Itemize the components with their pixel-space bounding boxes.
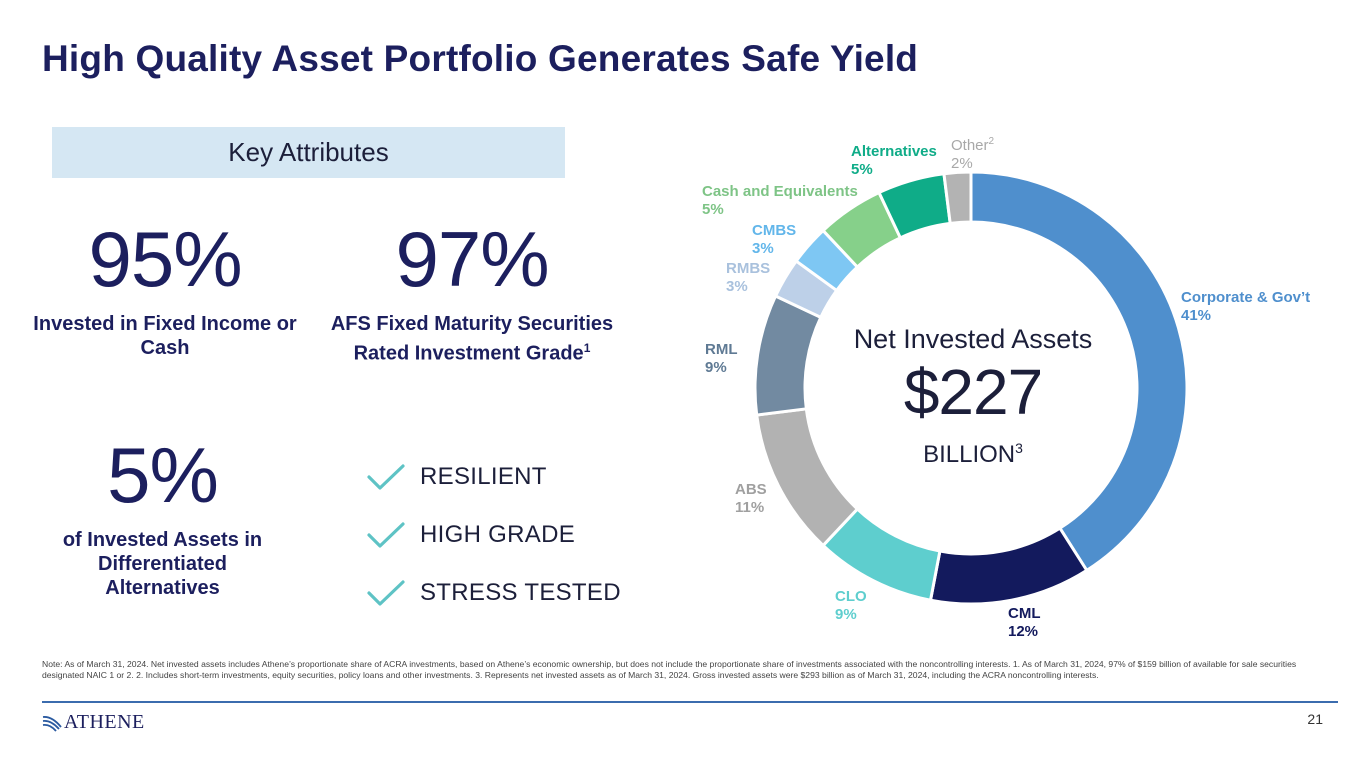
slice-label-percent: 11% (735, 499, 765, 516)
donut-center-label: Net Invested Assets (853, 324, 1093, 354)
slice-cml (928, 526, 1089, 606)
slice-label-percent: 5% (851, 161, 873, 178)
check-label: RESILIENT (420, 463, 547, 490)
slice-label-name: CLO (835, 588, 867, 605)
footnote-marker: 3 (1015, 440, 1023, 456)
stat-value: 95% (88, 215, 242, 303)
check-label: HIGH GRADE (420, 521, 576, 548)
slice-label-percent: 41% (1181, 307, 1212, 324)
page-title: High Quality Asset Portfolio Generates S… (42, 38, 919, 79)
slice-label: Alternatives 5% (851, 143, 937, 179)
slice-label-name: CMBS (752, 222, 797, 239)
slice-label-name: Other2 (951, 136, 995, 154)
stat-value: 5% (107, 431, 219, 519)
key-attributes-header: Key Attributes (52, 127, 565, 178)
slice-label-percent: 5% (702, 201, 724, 218)
stat-label: of Invested Assets in Differentiated Alt… (62, 529, 263, 599)
slice-label-name: ABS (735, 481, 767, 498)
wing-logo-icon (42, 715, 62, 732)
slice-label-name: Cash and Equivalents (702, 183, 858, 200)
slice-label: Corporate & Gov’t 41% (1181, 289, 1310, 325)
checkmark-icon (367, 464, 405, 490)
logo-wordmark: ATHENE (64, 711, 145, 733)
checkmark-icon (367, 522, 405, 548)
slice-label-percent: 3% (726, 278, 748, 295)
slice-label: Other2 2% (951, 133, 994, 173)
stat-alternatives: 5% of Invested Assets in Differentiated … (40, 436, 285, 600)
slice-corporate-gov-t (969, 170, 1189, 573)
donut-center-unit: BILLION3 (838, 440, 1108, 469)
stat-label: AFS Fixed Maturity Securities Rated Inve… (330, 313, 614, 365)
stat-label: Invested in Fixed Income or Cash (33, 313, 297, 359)
footnote-marker: 2 (988, 136, 995, 147)
stat-value: 97% (395, 215, 549, 303)
slice-label: CMBS 3% (752, 222, 796, 258)
slice-label-percent: 9% (705, 359, 727, 376)
slice-label-percent: 2% (951, 155, 973, 172)
slice-abs (755, 407, 860, 548)
slice-label-name: RML (705, 341, 738, 358)
slice-label: Cash and Equivalents 5% (702, 183, 858, 219)
check-item: HIGH GRADE (366, 506, 621, 564)
check-label: STRESS TESTED (420, 579, 621, 606)
slice-label-percent: 3% (752, 240, 774, 257)
donut-center-value: $227 (903, 356, 1043, 428)
slice-label-percent: 12% (1008, 623, 1039, 640)
stat-label-wrap: AFS Fixed Maturity Securities Rated Inve… (312, 312, 632, 366)
footnote-text: Note: As of March 31, 2024. Net invested… (42, 659, 1297, 680)
slice-label-percent: 9% (835, 606, 857, 623)
page-number: 21 (1307, 711, 1323, 727)
athene-logo: ATHENE (42, 711, 145, 734)
slice-label-name: RMBS (726, 260, 771, 277)
slice-label-name: Corporate & Gov’t (1181, 289, 1311, 306)
stat-investment-grade: 97% AFS Fixed Maturity Securities Rated … (312, 220, 632, 366)
slice-label: CLO 9% (835, 588, 867, 624)
footer-divider (42, 701, 1338, 703)
slice-label: RMBS 3% (726, 260, 770, 296)
stat-fixed-income: 95% Invested in Fixed Income or Cash (30, 220, 300, 360)
donut-chart (753, 170, 1189, 606)
key-attributes-label: Key Attributes (228, 137, 389, 167)
check-item: RESILIENT (366, 448, 621, 506)
slice-other (942, 170, 973, 225)
slice-label-name: CML (1008, 605, 1041, 622)
unit-text: BILLION (923, 441, 1016, 468)
slice-label-name: Alternatives (851, 143, 937, 160)
slice-label: RML 9% (705, 341, 738, 377)
slice-label: ABS 11% (735, 481, 767, 517)
attribute-checklist: RESILIENT HIGH GRADE STRESS TESTED (366, 448, 621, 622)
footnote-marker: 1 (583, 341, 591, 355)
slice-label: CML 12% (1008, 605, 1041, 641)
check-item: STRESS TESTED (366, 564, 621, 622)
checkmark-icon (367, 580, 405, 606)
